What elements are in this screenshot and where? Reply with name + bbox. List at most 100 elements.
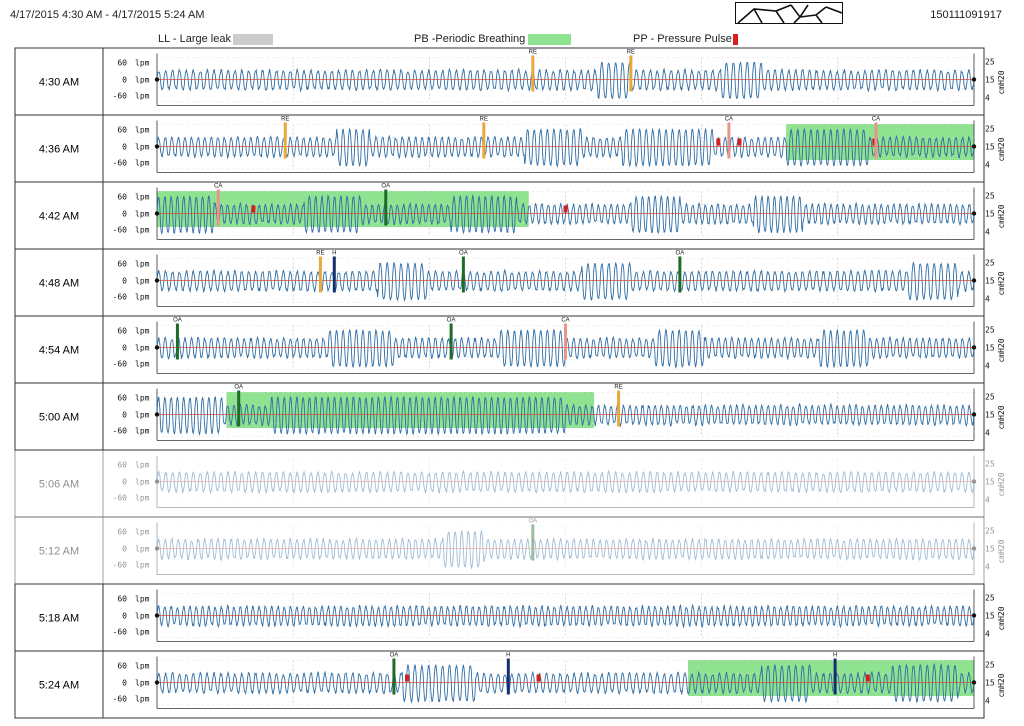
right-unit-label: cmH20 — [997, 338, 1006, 362]
event-marker-oa — [531, 524, 535, 561]
row-time-label: 5:00 AM — [39, 412, 79, 424]
end-marker — [971, 680, 977, 685]
right-tick-label: 4 — [985, 295, 990, 304]
event-marker-oa — [392, 658, 396, 695]
event-marker-re — [629, 55, 633, 92]
legend-swatch-large-leak — [233, 34, 273, 45]
left-unit-label: lpm — [135, 277, 150, 286]
left-unit-label: lpm — [135, 394, 150, 403]
left-unit-label: lpm — [135, 143, 150, 152]
end-marker — [971, 211, 977, 216]
pressure-pulse-marker — [251, 205, 256, 213]
left-unit-label: lpm — [135, 360, 150, 369]
event-marker-ca — [727, 122, 731, 159]
row-time-label: 4:54 AM — [39, 345, 79, 357]
left-tick-label: 0 — [122, 76, 127, 85]
row-time-label: 5:18 AM — [39, 613, 79, 625]
right-tick-label: 4 — [985, 94, 990, 103]
event-label: CA — [725, 117, 733, 123]
event-marker-oa — [175, 323, 179, 360]
left-unit-label: lpm — [135, 293, 150, 302]
left-unit-label: lpm — [135, 695, 150, 704]
left-unit-label: lpm — [135, 628, 150, 637]
left-tick-label: 60 — [117, 394, 127, 403]
event-marker-ca — [216, 189, 220, 226]
start-marker — [154, 546, 160, 551]
end-marker — [971, 479, 977, 484]
event-label: OA — [459, 251, 468, 257]
right-tick-label: 15 — [985, 478, 995, 487]
left-tick-label: 0 — [122, 277, 127, 286]
right-tick-label: 15 — [985, 612, 995, 621]
left-tick-label: 0 — [122, 210, 127, 219]
left-tick-label: -60 — [113, 360, 128, 369]
left-unit-label: lpm — [135, 478, 150, 487]
left-unit-label: lpm — [135, 327, 150, 336]
pressure-pulse-marker — [872, 138, 877, 146]
event-marker-oa — [678, 256, 682, 293]
right-tick-label: 15 — [985, 76, 995, 85]
right-tick-label: 4 — [985, 362, 990, 371]
left-tick-label: 60 — [117, 662, 127, 671]
flow-waveform — [156, 60, 975, 100]
pressure-pulse-marker — [737, 138, 742, 146]
event-marker-oa — [384, 189, 388, 226]
left-unit-label: lpm — [135, 260, 150, 269]
right-tick-label: 25 — [985, 460, 995, 469]
legend: LL - Large leak PB -Periodic Breathing P… — [0, 33, 1024, 49]
event-label: OA — [676, 251, 685, 257]
event-label: CA — [214, 184, 222, 190]
pressure-pulse-marker — [405, 674, 410, 682]
event-label: OA — [173, 318, 182, 324]
row-time-label: 4:42 AM — [39, 211, 79, 223]
right-tick-label: 25 — [985, 259, 995, 268]
right-tick-label: 4 — [985, 429, 990, 438]
row-time-label: 4:48 AM — [39, 278, 79, 290]
left-unit-label: lpm — [135, 92, 150, 101]
left-unit-label: lpm — [135, 210, 150, 219]
end-marker — [971, 546, 977, 551]
legend-swatch-periodic-breathing — [528, 34, 571, 45]
event-marker-ca — [564, 323, 567, 360]
left-tick-label: 60 — [117, 260, 127, 269]
left-tick-label: 60 — [117, 59, 127, 68]
pressure-pulse-marker — [536, 674, 541, 682]
left-unit-label: lpm — [135, 193, 150, 202]
event-label: H — [833, 653, 837, 659]
right-unit-label: cmH20 — [997, 472, 1006, 496]
event-label: RE — [614, 385, 622, 391]
pressure-pulse-marker — [716, 138, 721, 146]
date-range: 4/17/2015 4:30 AM - 4/17/2015 5:24 AM — [10, 9, 205, 21]
right-tick-label: 4 — [985, 161, 990, 170]
right-tick-label: 15 — [985, 411, 995, 420]
left-unit-label: lpm — [135, 545, 150, 554]
chart-row: 4:36 AM 60 lpm 0 lpm -60 lpm 25 15 4 cmH20 RE RE CA CA — [14, 114, 1006, 183]
left-tick-label: 60 — [117, 595, 127, 604]
end-marker — [971, 144, 977, 149]
event-label: RE — [281, 117, 289, 123]
left-tick-label: 0 — [122, 411, 127, 420]
device-id: 150111091917 — [930, 9, 1002, 21]
right-tick-label: 15 — [985, 143, 995, 152]
right-tick-label: 25 — [985, 125, 995, 134]
row-time-label: 5:06 AM — [39, 479, 79, 491]
legend-swatch-pressure-pulse — [733, 34, 738, 45]
left-unit-label: lpm — [135, 76, 150, 85]
right-tick-label: 15 — [985, 545, 995, 554]
right-tick-label: 15 — [985, 679, 995, 688]
start-marker — [154, 412, 160, 417]
event-label: CA — [561, 318, 569, 324]
left-unit-label: lpm — [135, 561, 150, 570]
row-frame — [14, 449, 985, 518]
left-unit-label: lpm — [135, 612, 150, 621]
start-marker — [154, 77, 160, 82]
left-unit-label: lpm — [135, 159, 150, 168]
chart-row: 5:00 AM 60 lpm 0 lpm -60 lpm 25 15 4 cmH20 OA RE — [14, 382, 1006, 451]
chart-row: 4:30 AM 60 lpm 0 lpm -60 lpm 25 15 4 cmH20 RE RE — [14, 47, 1006, 116]
event-marker-re — [283, 122, 287, 159]
right-unit-label: cmH20 — [997, 70, 1006, 94]
flow-waveform — [156, 529, 975, 570]
left-tick-label: -60 — [113, 427, 128, 436]
right-tick-label: 15 — [985, 277, 995, 286]
